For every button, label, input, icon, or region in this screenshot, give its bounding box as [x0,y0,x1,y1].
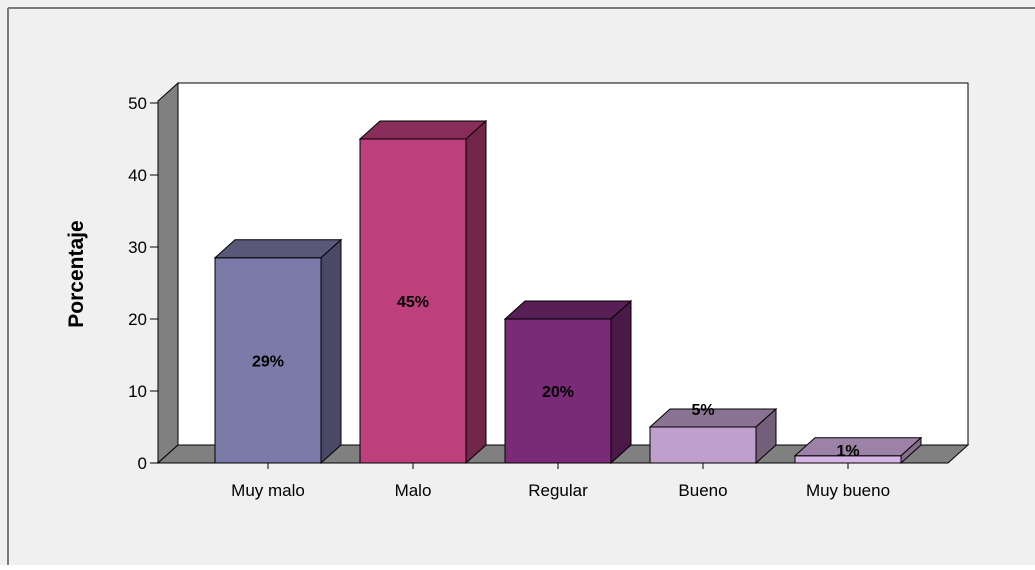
bar-muy-bueno: 1% [793,436,923,465]
y-tick-label: 30 [128,238,147,257]
y-axis-title: Porcentaje [65,220,88,327]
data-label: 5% [691,402,714,419]
bar-top [213,239,343,259]
bar-side [755,407,777,465]
bar-side [900,436,922,465]
side-wall [157,81,179,465]
bar-top [358,120,488,140]
bar-side [610,299,632,465]
y-axis: 0 10 20 30 40 50 [128,94,159,473]
bar-top [503,300,633,320]
y-tick-label: 50 [128,94,147,113]
y-tick-label: 20 [128,310,147,329]
data-label: 20% [542,384,574,401]
bars: 29% 45% 20% 5% 1% [213,119,923,465]
y-tick-label: 40 [128,166,147,185]
x-tick-label: Bueno [678,481,727,500]
bar-side [465,119,487,465]
bar-front [649,426,757,464]
x-axis-labels: Muy malo Malo Regular Bueno Muy bueno [231,463,890,500]
bar-bueno: 5% [648,402,778,465]
x-tick-label: Malo [395,481,432,500]
bar-front [504,318,612,464]
x-tick-label: Muy bueno [806,481,890,500]
bar-malo: 45% [358,119,488,465]
bar-front [214,257,322,464]
bar-front [359,138,467,464]
x-tick-label: Regular [528,481,588,500]
data-label: 29% [252,353,284,370]
bar-side [320,238,342,465]
bar-muy-malo: 29% [213,238,343,465]
y-tick-label: 10 [128,382,147,401]
data-label: 45% [397,294,429,311]
y-tick-label: 0 [138,454,147,473]
x-tick-label: Muy malo [231,481,305,500]
data-label: 1% [836,443,859,460]
bar-regular: 20% [503,299,633,465]
